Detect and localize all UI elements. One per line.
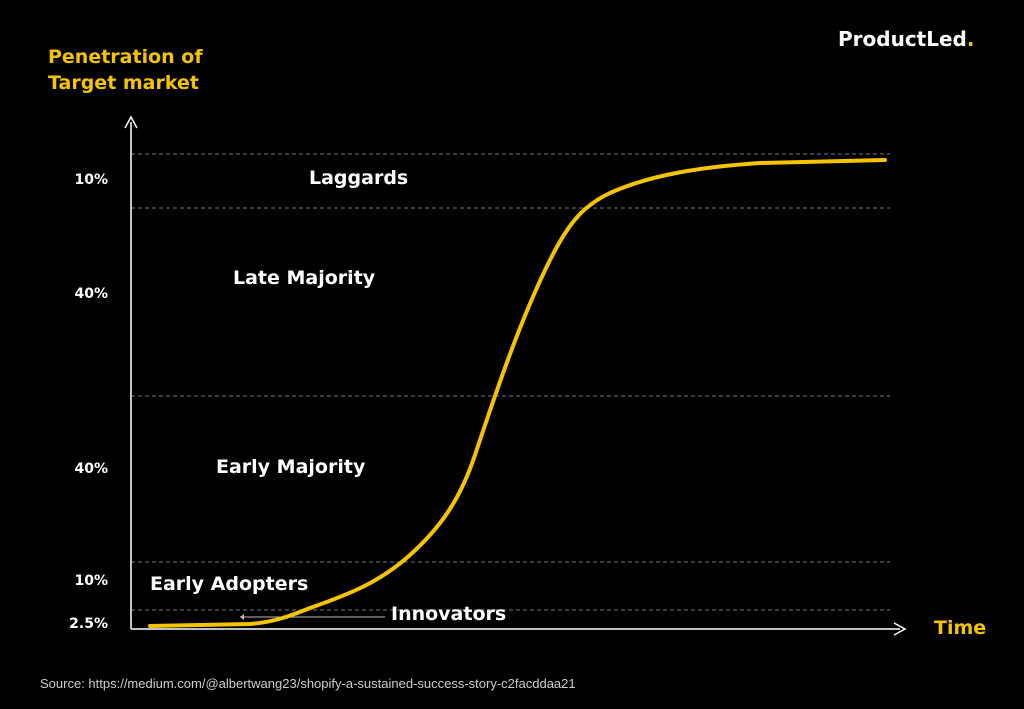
y-axis-title: Penetration of Target market [48,46,203,94]
band-label-innovators: Innovators [391,603,507,625]
y-label-laggards: 10% [74,172,108,188]
band-label-late-majority: Late Majority [233,267,376,289]
band-label-early-majority: Early Majority [216,456,366,478]
y-label-innovators: 2.5% [69,616,108,632]
source-caption: Source: https://medium.com/@albertwang23… [40,676,576,691]
band-label-laggards: Laggards [309,167,409,189]
brand-logo: ProductLed. [838,27,975,51]
y-label-early-adopters: 10% [74,573,108,589]
innovators-pointer-arrowhead [240,614,244,620]
x-axis-title: Time [934,617,987,639]
x-axis-arrow [893,622,907,636]
adoption-curve [148,158,887,628]
y-label-late-majority: 40% [74,286,108,302]
y-label-early-majority: 40% [74,461,108,477]
y-axis-arrow [124,115,138,129]
band-label-early-adopters: Early Adopters [150,573,309,595]
